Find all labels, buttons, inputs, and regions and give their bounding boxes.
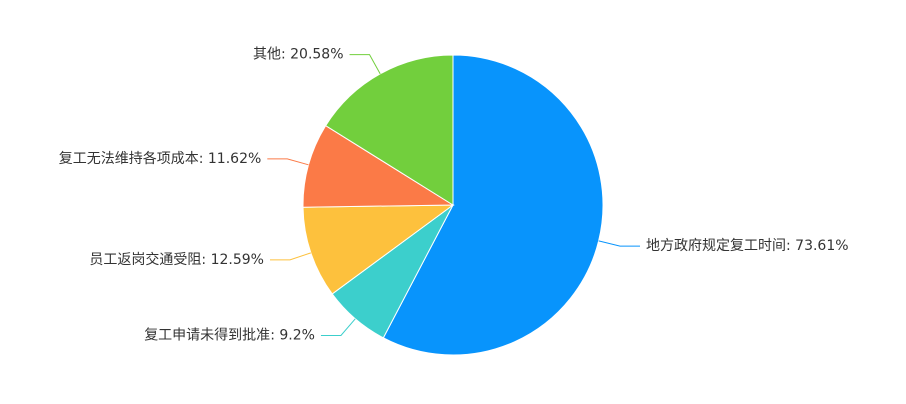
slice-label: 地方政府规定复工时间: 73.61% bbox=[646, 237, 849, 254]
category-label: 复工无法维持各项成本 bbox=[59, 150, 199, 167]
slice-label: 复工申请未得到批准: 9.2% bbox=[144, 326, 315, 343]
label-separator: : bbox=[201, 252, 210, 268]
category-label: 复工申请未得到批准 bbox=[144, 326, 270, 343]
label-separator: : bbox=[281, 47, 290, 63]
value-label: 12.59% bbox=[211, 252, 264, 268]
label-separator: : bbox=[199, 151, 208, 167]
slice-label: 员工返岗交通受阻: 12.59% bbox=[89, 251, 264, 268]
leader-line bbox=[598, 240, 641, 247]
value-label: 73.61% bbox=[795, 238, 848, 254]
slice-label: 其他: 20.58% bbox=[253, 47, 344, 63]
category-label: 员工返岗交通受阻 bbox=[89, 251, 201, 268]
label-separator: : bbox=[786, 238, 795, 254]
label-separator: : bbox=[270, 327, 279, 343]
value-label: 11.62% bbox=[208, 151, 261, 167]
pie-slice bbox=[325, 54, 454, 206]
leader-line bbox=[267, 158, 309, 166]
value-label: 20.58% bbox=[290, 47, 343, 63]
slice-label: 复工无法维持各项成本: 11.62% bbox=[59, 150, 262, 167]
leader-line bbox=[269, 252, 311, 261]
leader-line bbox=[320, 318, 356, 336]
pie-slice bbox=[302, 124, 455, 208]
value-label: 9.2% bbox=[279, 327, 315, 343]
category-label: 其他 bbox=[253, 47, 281, 63]
leader-line bbox=[349, 54, 381, 75]
category-label: 地方政府规定复工时间 bbox=[646, 237, 786, 254]
